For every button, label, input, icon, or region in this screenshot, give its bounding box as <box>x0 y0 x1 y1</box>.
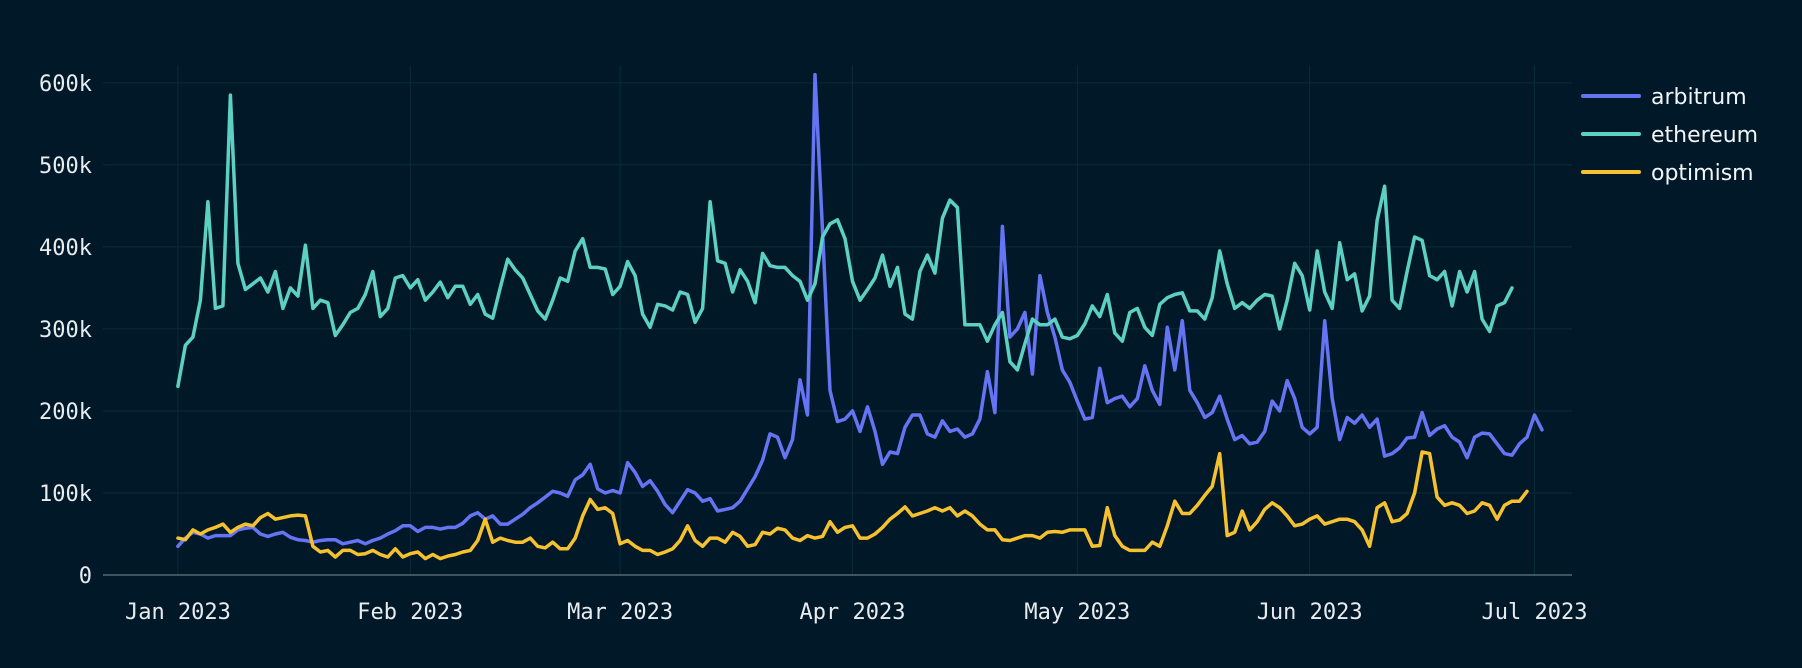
series-line-ethereum <box>176 93 1514 389</box>
legend-label-optimism: optimism <box>1651 161 1754 186</box>
y-tick-label: 600k <box>39 72 92 97</box>
legend: arbitrum ethereum optimism <box>1581 85 1758 186</box>
x-tick-label: Apr 2023 <box>800 600 906 625</box>
series-line-arbitrum <box>176 72 1544 549</box>
series-layer <box>176 72 1544 561</box>
y-axis: 0 100k 200k 300k 400k 500k 600k <box>39 72 92 589</box>
x-tick-label: May 2023 <box>1024 600 1130 625</box>
y-tick-label: 100k <box>39 482 92 507</box>
grid <box>103 65 1572 575</box>
y-tick-label: 400k <box>39 236 92 261</box>
y-tick-label: 500k <box>39 154 92 179</box>
y-tick-label: 300k <box>39 318 92 343</box>
x-tick-label: Feb 2023 <box>357 600 463 625</box>
y-tick-label: 0 <box>79 564 92 589</box>
legend-label-ethereum: ethereum <box>1651 123 1758 148</box>
legend-label-arbitrum: arbitrum <box>1651 85 1747 110</box>
series-line-optimism <box>176 450 1529 561</box>
y-tick-label: 200k <box>39 400 92 425</box>
x-tick-label: Jul 2023 <box>1482 600 1588 625</box>
x-axis: Jan 2023 Feb 2023 Mar 2023 Apr 2023 May 2023… <box>125 600 1588 625</box>
x-tick-label: Jan 2023 <box>125 600 231 625</box>
x-tick-label: Jun 2023 <box>1257 600 1363 625</box>
x-tick-label: Mar 2023 <box>567 600 673 625</box>
